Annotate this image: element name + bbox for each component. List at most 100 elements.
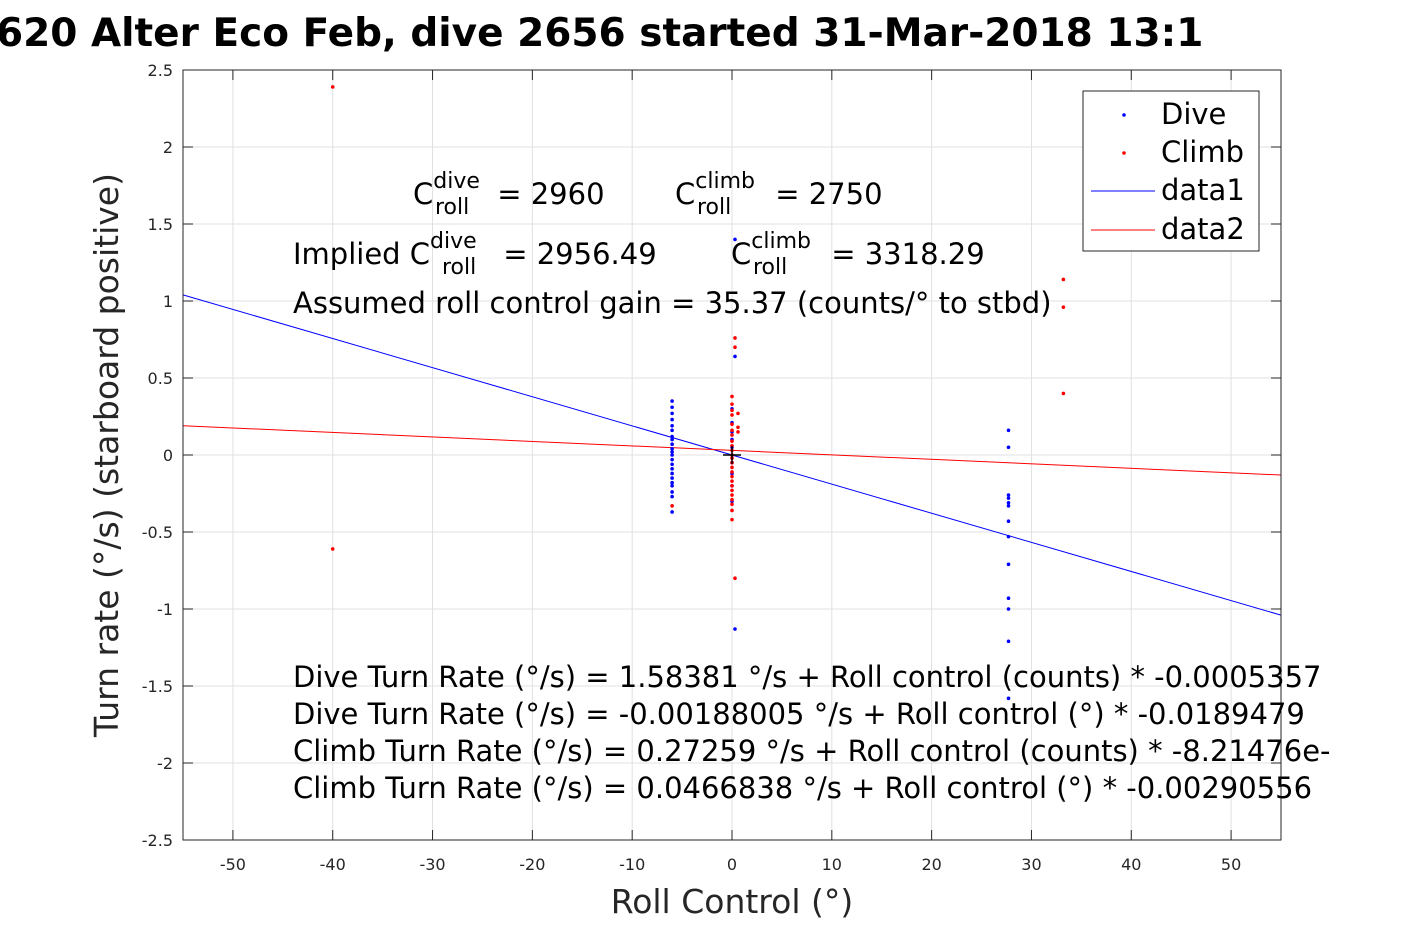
y-tick-label: -1.5 <box>142 677 173 696</box>
c-dive-sub: roll <box>435 195 469 220</box>
dive-point <box>670 476 674 480</box>
climb-point <box>730 408 734 413</box>
y-tick-label: -2.5 <box>142 831 173 850</box>
climb-point <box>733 576 737 580</box>
dive-point <box>670 450 674 454</box>
dive-point <box>1006 639 1011 644</box>
dive-point <box>670 471 674 476</box>
climb-point <box>736 430 740 434</box>
climb-point <box>730 493 734 497</box>
x-tick-label: 50 <box>1221 855 1241 874</box>
c-dive-base: C <box>413 177 433 211</box>
c-climb-sup: climb <box>695 169 755 194</box>
equation-4: Climb Turn Rate (°/s) = 0.0466838 °/s + … <box>293 771 1312 805</box>
climb-point <box>730 470 734 474</box>
y-tick-labels: -2.5 -2 -1.5 -1 -0.5 0 0.5 1 1.5 2 2.5 <box>142 61 173 850</box>
climb-point <box>733 336 737 340</box>
axis-ticks <box>183 69 1281 841</box>
dive-point <box>1006 562 1011 567</box>
x-tick-label: -40 <box>320 855 346 874</box>
x-axis-label: Roll Control (°) <box>611 882 854 921</box>
climb-point <box>730 484 734 488</box>
x-tick-label: 20 <box>921 855 941 874</box>
implied-climb-sub: roll <box>753 255 787 280</box>
dive-point <box>1006 534 1011 539</box>
c-climb-base: C <box>675 177 695 211</box>
x-tick-label: 0 <box>727 855 737 874</box>
annotation-c-roll: Cdive roll = 2960 <box>413 169 605 220</box>
climb-point <box>730 443 734 448</box>
equation-2: Dive Turn Rate (°/s) = -0.00188005 °/s +… <box>293 697 1305 731</box>
dive-point <box>670 484 674 488</box>
y-tick-label: -2 <box>157 754 173 773</box>
implied-dive-sup: dive <box>430 229 477 254</box>
climb-point <box>330 547 335 551</box>
x-tick-label: 30 <box>1021 855 1041 874</box>
dive-point <box>1006 519 1011 524</box>
dive-point <box>1006 496 1011 500</box>
dive-point <box>1006 493 1011 497</box>
climb-point <box>730 422 734 427</box>
climb-point <box>730 413 734 417</box>
climb-point <box>730 502 734 507</box>
x-tick-label: 40 <box>1121 855 1141 874</box>
dive-point <box>1006 504 1011 508</box>
implied-climb-base: C <box>731 237 751 271</box>
chart-title: 620 Alter Eco Feb, dive 2656 started 31-… <box>0 11 1203 56</box>
implied-dive-sub: roll <box>442 255 476 280</box>
climb-point <box>1061 391 1066 396</box>
climb-point <box>670 504 674 508</box>
dive-point <box>670 490 674 494</box>
climb-point <box>730 394 734 399</box>
y-tick-label: 0 <box>163 446 173 465</box>
y-axis-label: Turn rate (°/s) (starboard positive) <box>87 173 126 738</box>
equation-1: Dive Turn Rate (°/s) = 1.58381 °/s + Rol… <box>293 660 1321 694</box>
dive-point <box>1006 596 1011 601</box>
x-tick-label: 10 <box>822 855 842 874</box>
legend-climb-label: Climb <box>1161 135 1244 169</box>
dive-point <box>670 457 674 462</box>
climb-point <box>730 465 734 470</box>
legend-box <box>1082 90 1260 252</box>
dive-point <box>670 423 674 428</box>
legend: Dive Climb data1 data2 <box>1082 90 1260 252</box>
climb-point <box>733 345 737 350</box>
x-tick-label: -10 <box>619 855 645 874</box>
c-climb-sub: roll <box>697 195 731 220</box>
implied-climb-val: = 3318.29 <box>822 237 985 271</box>
dive-point <box>670 462 674 467</box>
climb-point <box>1061 277 1066 282</box>
dive-point <box>733 627 737 631</box>
climb-point <box>1061 305 1066 309</box>
climb-point <box>730 517 734 522</box>
data-points <box>330 85 1066 701</box>
implied-dive-val: = 2956.49 <box>494 237 657 271</box>
dive-point <box>670 467 674 471</box>
annotation-implied: Implied Cdive roll = 2956.49 <box>293 229 657 280</box>
annotation-gain: Assumed roll control gain = 35.37 (count… <box>293 286 1052 320</box>
y-tick-label: 1 <box>163 292 173 311</box>
annotation-c-roll-climb: Cclimb roll = 2750 <box>675 169 883 220</box>
climb-point <box>730 479 734 483</box>
annotation-implied-climb: Cclimb roll = 3318.29 <box>731 229 985 280</box>
climb-point <box>730 433 734 437</box>
c-dive-sup: dive <box>433 169 480 194</box>
plot-area <box>182 85 1282 701</box>
y-tick-label: 2 <box>163 138 173 157</box>
dive-point <box>1006 696 1011 701</box>
y-tick-label: 2.5 <box>148 61 173 80</box>
y-tick-label: -0.5 <box>142 523 173 542</box>
legend-data2-label: data2 <box>1161 212 1245 246</box>
equation-3: Climb Turn Rate (°/s) = 0.27259 °/s + Ro… <box>293 734 1331 768</box>
dive-point <box>670 494 674 499</box>
c-climb-val: = 2750 <box>766 177 883 211</box>
legend-climb-marker <box>1122 151 1126 155</box>
x-tick-label: -50 <box>220 855 246 874</box>
dive-point <box>733 354 737 359</box>
x-tick-label: -20 <box>519 855 545 874</box>
legend-dive-marker <box>1122 113 1126 117</box>
climb-point <box>730 428 734 433</box>
legend-dive-label: Dive <box>1161 97 1226 131</box>
climb-point <box>730 402 734 406</box>
